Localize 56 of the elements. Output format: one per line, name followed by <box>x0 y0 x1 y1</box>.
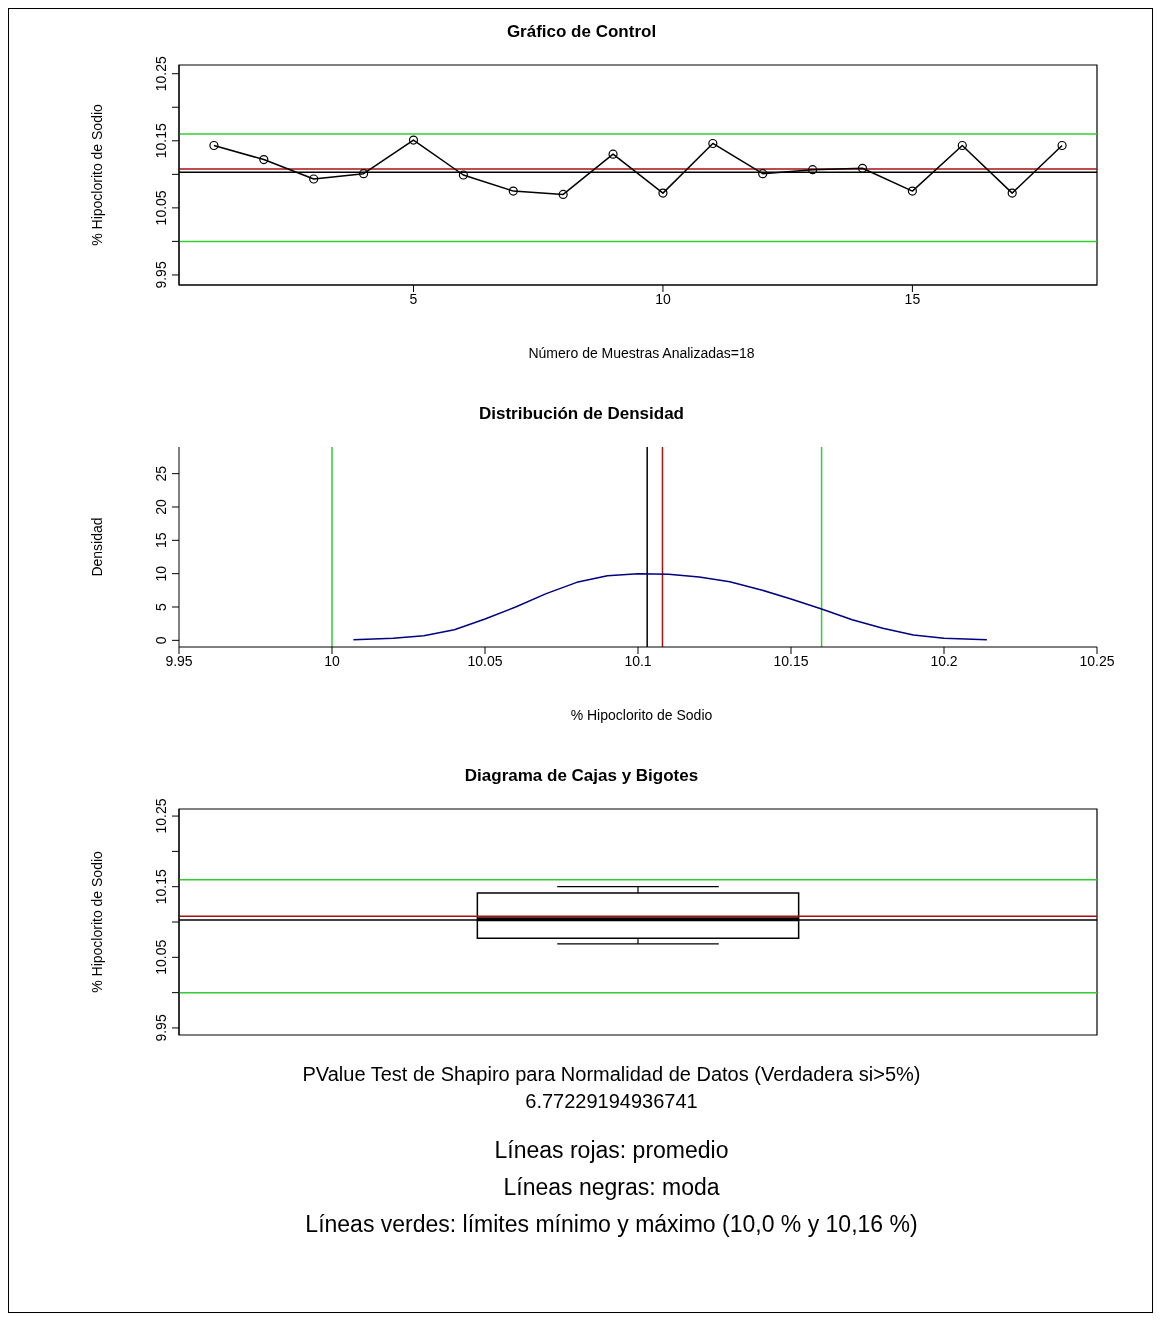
x-tick-label: 10.15 <box>773 652 809 669</box>
y-axis-title: % Hipoclorito de Sodio <box>88 103 105 246</box>
x-axis-title: Número de Muestras Analizadas=18 <box>527 345 756 361</box>
x-tick-label: 10 <box>655 290 671 307</box>
point <box>209 140 219 151</box>
y-tick-label: 0 <box>153 636 169 645</box>
y-tick-label: 5 <box>153 602 169 611</box>
y-axis-title: Densidad <box>88 517 105 577</box>
text: Líneas rojas: promedio <box>493 1137 730 1164</box>
text: PValue Test de Shapiro para Normalidad de Datos (Verdadera si>5%) <box>301 1063 922 1086</box>
point <box>408 135 419 145</box>
y-tick-label: 10 <box>153 565 169 582</box>
text: 6.77229194936741 <box>524 1090 699 1113</box>
point <box>508 186 518 196</box>
y-tick-label: 10.25 <box>153 798 169 834</box>
y-tick-label: 10.05 <box>153 939 169 975</box>
y-tick-label: 9.95 <box>153 261 169 289</box>
point <box>857 163 868 173</box>
y-tick-label: 10.25 <box>153 55 169 92</box>
x-tick-label: 9.95 <box>165 652 193 669</box>
point <box>309 174 319 184</box>
text: Líneas negras: moda <box>502 1174 721 1201</box>
point <box>957 140 967 151</box>
point <box>608 149 618 159</box>
x-tick-label: 5 <box>409 290 418 307</box>
point <box>658 188 668 198</box>
line-series <box>352 572 988 641</box>
y-axis-title: % Hipoclorito de Sodio <box>88 850 105 993</box>
x-tick-label: 10.05 <box>467 652 503 669</box>
chart-title: Gráfico de Control <box>505 21 658 43</box>
chart-title: Diagrama de Cajas y Bigotes <box>463 765 700 787</box>
y-tick-label: 15 <box>153 532 169 549</box>
x-axis-title: % Hipoclorito de Sodio <box>569 707 714 723</box>
text: Líneas verdes: límites mínimo y máximo (10,0 % y 10,16 %) <box>304 1211 919 1238</box>
y-tick-label: 10.05 <box>153 190 169 226</box>
x-tick-label: 10.1 <box>624 652 652 669</box>
point <box>259 154 269 165</box>
point <box>708 138 718 149</box>
x-tick-label: 10.2 <box>930 652 958 669</box>
x-tick-label: 10 <box>324 652 340 669</box>
x-tick-label: 15 <box>904 290 921 307</box>
point <box>1057 140 1067 151</box>
chart-title: Distribución de Densidad <box>478 403 685 425</box>
y-tick-label: 25 <box>153 465 169 482</box>
point <box>808 165 818 175</box>
point <box>359 169 369 179</box>
y-tick-label: 20 <box>153 499 169 515</box>
y-tick-label: 10.15 <box>153 868 169 905</box>
point <box>558 189 568 200</box>
point <box>758 169 768 179</box>
y-tick-label: 9.95 <box>153 1014 169 1042</box>
point <box>458 170 468 180</box>
point <box>907 186 917 196</box>
y-tick-label: 10.15 <box>153 123 169 159</box>
point <box>1007 188 1017 198</box>
x-tick-label: 10.25 <box>1079 652 1115 669</box>
